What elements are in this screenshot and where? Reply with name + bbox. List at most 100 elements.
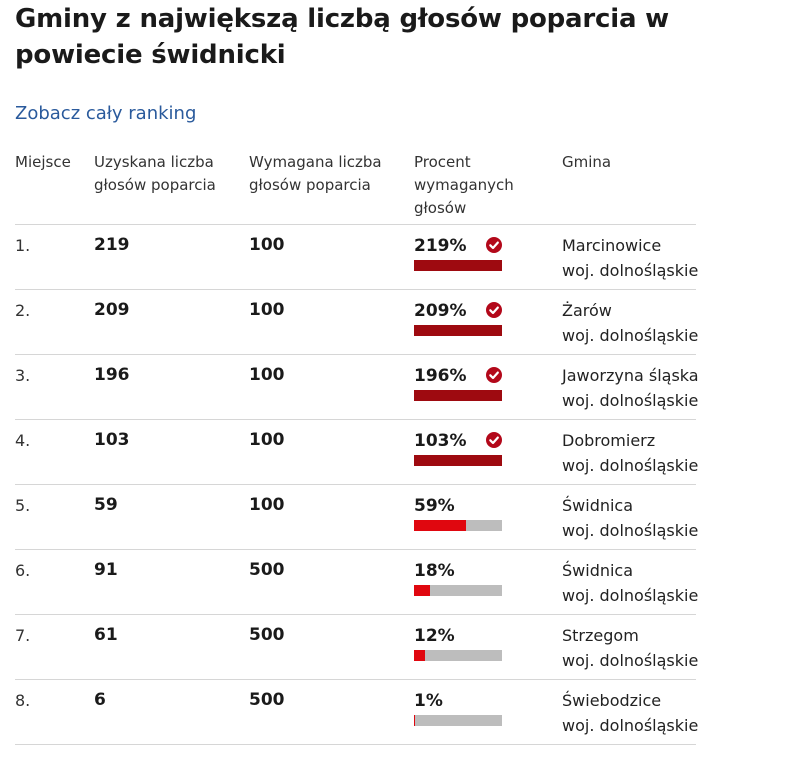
percent-bar-fill [414,455,502,466]
percent-bar-fill [414,325,502,336]
percent-value: 59% [414,496,455,516]
percent-value: 1% [414,691,443,711]
required-votes-cell: 100 [249,224,414,290]
percent-line: 219% [414,233,502,257]
received-votes-cell: 6 [94,679,249,745]
place-cell: 6. [15,549,94,615]
check-circle-icon [486,367,502,383]
table-row: 3. 196 100 196% Jaworzyna śląska woj. do… [15,354,699,420]
percent-bar [414,715,502,726]
percent-value: 209% [414,301,467,321]
percent-cell: 18% [414,549,562,615]
percent-cell: 219% [414,224,562,290]
percent-bar [414,650,502,661]
gmina-cell: Żarów woj. dolnośląskie [562,289,699,355]
table-row: 7. 61 500 12% Strzegom woj. dolnośląskie [15,614,699,680]
gmina-voivodeship: woj. dolnośląskie [562,521,699,540]
ranking-widget: Gminy z największą liczbą głosów poparci… [15,4,699,745]
check-circle-icon [486,302,502,318]
ranking-table: Miejsce Uzyskana liczba głosów poparcia … [15,151,699,745]
place-cell: 3. [15,354,94,420]
percent-cell: 196% [414,354,562,420]
percent-value: 196% [414,366,467,386]
gmina-voivodeship: woj. dolnośląskie [562,326,699,345]
gmina-voivodeship: woj. dolnośląskie [562,586,699,605]
column-header-required: Wymagana liczba głosów poparcia [249,151,414,225]
required-votes-cell: 500 [249,614,414,680]
percent-value: 18% [414,561,455,581]
percent-line: 209% [414,298,502,322]
gmina-cell: Świdnica woj. dolnośląskie [562,549,699,615]
gmina-cell: Strzegom woj. dolnośląskie [562,614,699,680]
percent-cell: 209% [414,289,562,355]
required-votes-cell: 100 [249,484,414,550]
table-row: 4. 103 100 103% Dobromierz woj. dolnoślą… [15,419,699,485]
check-circle-icon [486,237,502,253]
percent-cell: 12% [414,614,562,680]
percent-line: 103% [414,428,502,452]
gmina-cell: Świdnica woj. dolnośląskie [562,484,699,550]
received-votes-cell: 59 [94,484,249,550]
required-votes-cell: 500 [249,679,414,745]
place-cell: 7. [15,614,94,680]
table-header-row: Miejsce Uzyskana liczba głosów poparcia … [15,151,696,225]
percent-line: 1% [414,688,502,712]
gmina-voivodeship: woj. dolnośląskie [562,391,699,410]
gmina-name: Świdnica [562,561,634,580]
percent-cell: 59% [414,484,562,550]
received-votes-cell: 91 [94,549,249,615]
percent-cell: 1% [414,679,562,745]
gmina-cell: Dobromierz woj. dolnośląskie [562,419,699,485]
table-row: 6. 91 500 18% Świdnica woj. dolnośląskie [15,549,699,615]
column-header-received: Uzyskana liczba głosów poparcia [94,151,249,225]
percent-line: 12% [414,623,502,647]
gmina-name: Świebodzice [562,691,662,710]
received-votes-cell: 196 [94,354,249,420]
received-votes-cell: 103 [94,419,249,485]
percent-cell: 103% [414,419,562,485]
percent-bar [414,455,502,466]
percent-value: 12% [414,626,455,646]
percent-line: 18% [414,558,502,582]
gmina-voivodeship: woj. dolnośląskie [562,716,699,735]
percent-line: 59% [414,493,502,517]
table-row: 1. 219 100 219% Marcinowice woj. dolnośl… [15,224,698,290]
full-ranking-link[interactable]: Zobacz cały ranking [15,103,197,124]
percent-bar-fill [414,585,430,596]
gmina-voivodeship: woj. dolnośląskie [562,651,699,670]
received-votes-cell: 61 [94,614,249,680]
check-circle-icon [486,432,502,448]
gmina-name: Jaworzyna śląska [562,366,699,385]
column-header-percent: Procent wymaganych głosów [414,151,562,225]
table-row: 5. 59 100 59% Świdnica woj. dolnośląskie [15,484,699,550]
percent-bar-fill [414,390,502,401]
gmina-name: Strzegom [562,626,639,645]
percent-line: 196% [414,363,502,387]
column-header-gmina: Gmina [562,151,696,225]
percent-value: 103% [414,431,467,451]
percent-bar-fill [414,650,425,661]
table-row: 8. 6 500 1% Świebodzice woj. dolnośląski… [15,679,699,745]
required-votes-cell: 100 [249,419,414,485]
gmina-cell: Jaworzyna śląska woj. dolnośląskie [562,354,699,420]
gmina-cell: Świebodzice woj. dolnośląskie [562,679,699,745]
percent-bar-fill [414,715,415,726]
table-row: 2. 209 100 209% Żarów woj. dolnośląskie [15,289,699,355]
percent-bar [414,585,502,596]
percent-bar [414,520,502,531]
gmina-voivodeship: woj. dolnośląskie [562,456,699,475]
required-votes-cell: 100 [249,354,414,420]
received-votes-cell: 209 [94,289,249,355]
place-cell: 1. [15,224,94,290]
percent-bar [414,260,502,271]
percent-bar-fill [414,520,466,531]
page-title: Gminy z największą liczbą głosów poparci… [15,4,669,70]
gmina-name: Marcinowice [562,236,662,255]
place-cell: 5. [15,484,94,550]
place-cell: 2. [15,289,94,355]
table-body: 1. 219 100 219% Marcinowice woj. dolnośl… [15,224,699,745]
percent-bar [414,390,502,401]
gmina-name: Żarów [562,301,612,320]
received-votes-cell: 219 [94,224,249,290]
required-votes-cell: 100 [249,289,414,355]
